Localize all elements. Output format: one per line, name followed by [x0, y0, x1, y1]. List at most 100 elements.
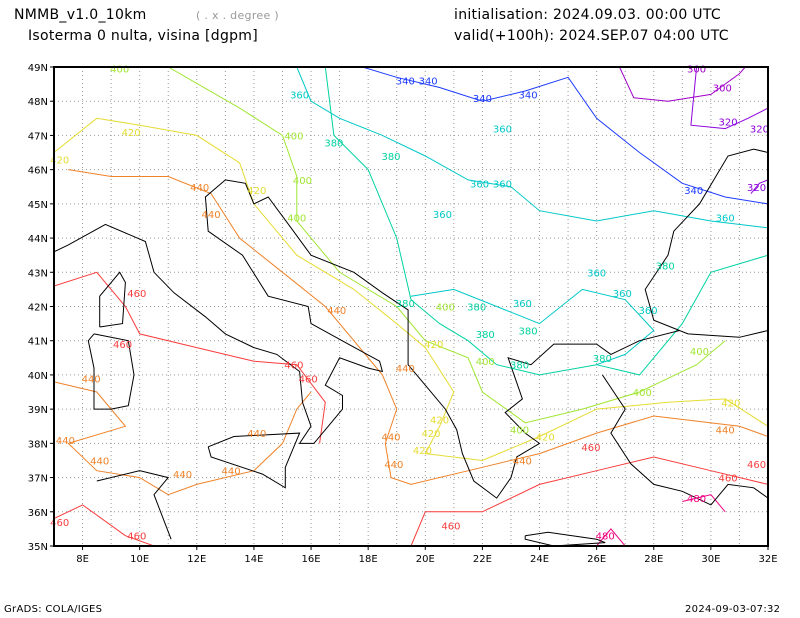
contour-460 — [54, 271, 326, 444]
contour-label: 440 — [82, 374, 101, 385]
contour-label: 360 — [493, 125, 512, 136]
lat-tick-label: 36N — [28, 508, 48, 519]
contour-label: 380 — [324, 138, 343, 149]
contour-360 — [410, 288, 655, 366]
contour-label: 380 — [467, 303, 486, 314]
contour-label: 320 — [750, 125, 769, 136]
lat-tick-label: 45N — [28, 200, 48, 211]
coastline — [524, 531, 606, 546]
contour-label: 340 — [684, 186, 703, 197]
lat-tick-label: 48N — [28, 97, 48, 108]
coastline — [99, 271, 126, 328]
contour-label: 360 — [433, 210, 452, 221]
contour-label: 420 — [424, 340, 443, 351]
lat-tick-label: 37N — [28, 474, 48, 485]
contour-label: 320 — [718, 118, 737, 129]
contour-label: 460 — [747, 460, 766, 471]
contour-label: 400 — [633, 388, 652, 399]
contour-label: 380 — [381, 152, 400, 163]
coastline — [54, 179, 768, 499]
contour-label: 420 — [430, 415, 449, 426]
contour-label: 400 — [284, 131, 303, 142]
lon-tick-label: 18E — [359, 554, 378, 565]
coastline — [207, 432, 301, 489]
footer-timestamp: 2024-09-03-07:32 — [685, 604, 781, 615]
contour-360 — [296, 67, 768, 229]
units-note: ( . x . degree ) — [196, 9, 279, 22]
contour-440 — [54, 381, 312, 496]
contour-label: 360 — [716, 214, 735, 225]
lon-tick-label: 22E — [473, 554, 492, 565]
contour-label: 360 — [587, 268, 606, 279]
lat-tick-label: 44N — [28, 234, 48, 245]
coastline — [87, 333, 135, 410]
contour-label: 420 — [50, 155, 69, 166]
lon-tick-label: 14E — [244, 554, 263, 565]
contour-label: 440 — [247, 429, 266, 440]
contour-label: 380 — [510, 361, 529, 372]
contour-label: 360 — [290, 90, 309, 101]
contour-label: 460 — [50, 518, 69, 529]
contour-label: 420 — [413, 446, 432, 457]
contour-label: 460 — [441, 521, 460, 532]
contour-label: 460 — [718, 474, 737, 485]
contour-label: 360 — [513, 299, 532, 310]
contour-label: 300 — [687, 65, 706, 76]
contour-320 — [690, 67, 768, 130]
contour-label: 440 — [190, 183, 209, 194]
coastline — [96, 470, 172, 540]
lat-tick-label: 42N — [28, 303, 48, 314]
lon-tick-label: 16E — [302, 554, 321, 565]
lat-tick-label: 38N — [28, 439, 48, 450]
contour-label: 480 — [687, 494, 706, 505]
contour-label: 300 — [713, 84, 732, 95]
contour-label: 420 — [247, 186, 266, 197]
model-name: NMMB_v1.0_10km — [14, 7, 147, 23]
contour-label: 440 — [716, 426, 735, 437]
contour-label: 400 — [476, 357, 495, 368]
contour-label: 460 — [113, 340, 132, 351]
contour-label: 400 — [110, 65, 129, 76]
contour-380 — [324, 67, 768, 376]
contour-label: 460 — [299, 374, 318, 385]
lat-tick-label: 35N — [28, 542, 48, 553]
contour-label: 380 — [519, 326, 538, 337]
contour-320 — [750, 179, 768, 194]
contour-label: 440 — [513, 456, 532, 467]
contour-label: 420 — [421, 429, 440, 440]
contour-label: 400 — [436, 303, 455, 314]
contour-label: 380 — [593, 354, 612, 365]
contour-label: 440 — [381, 433, 400, 444]
coastline — [644, 148, 768, 331]
contour-440 — [68, 169, 768, 485]
contour-460 — [410, 456, 768, 546]
contour-label: 440 — [202, 210, 221, 221]
contour-label: 360 — [639, 306, 658, 317]
contour-label: 380 — [396, 299, 415, 310]
contour-480 — [596, 528, 626, 546]
contour-label: 460 — [284, 361, 303, 372]
lon-tick-label: 10E — [130, 554, 149, 565]
contour-label: 400 — [293, 176, 312, 187]
lat-tick-label: 41N — [28, 337, 48, 348]
lon-tick-label: 32E — [758, 554, 777, 565]
field-title: Isoterma 0 nulta, visina [dgpm] — [28, 28, 259, 44]
lat-tick-label: 43N — [28, 268, 48, 279]
contour-300 — [619, 67, 746, 102]
contour-label: 420 — [536, 433, 555, 444]
lon-tick-label: 20E — [416, 554, 435, 565]
contour-label: 360 — [613, 289, 632, 300]
lat-tick-label: 39N — [28, 405, 48, 416]
lat-tick-label: 49N — [28, 63, 48, 74]
contour-420 — [54, 117, 768, 462]
contour-label: 440 — [222, 467, 241, 478]
contour-label: 440 — [173, 470, 192, 481]
contour-480 — [682, 494, 726, 513]
contour-label: 420 — [721, 398, 740, 409]
contour-label: 400 — [510, 426, 529, 437]
valid-time: valid(+100h): 2024.SEP.07 04:00 UTC — [454, 28, 729, 44]
contour-label: 420 — [122, 128, 141, 139]
contour-label: 360 — [470, 179, 489, 190]
contour-label: 460 — [581, 443, 600, 454]
